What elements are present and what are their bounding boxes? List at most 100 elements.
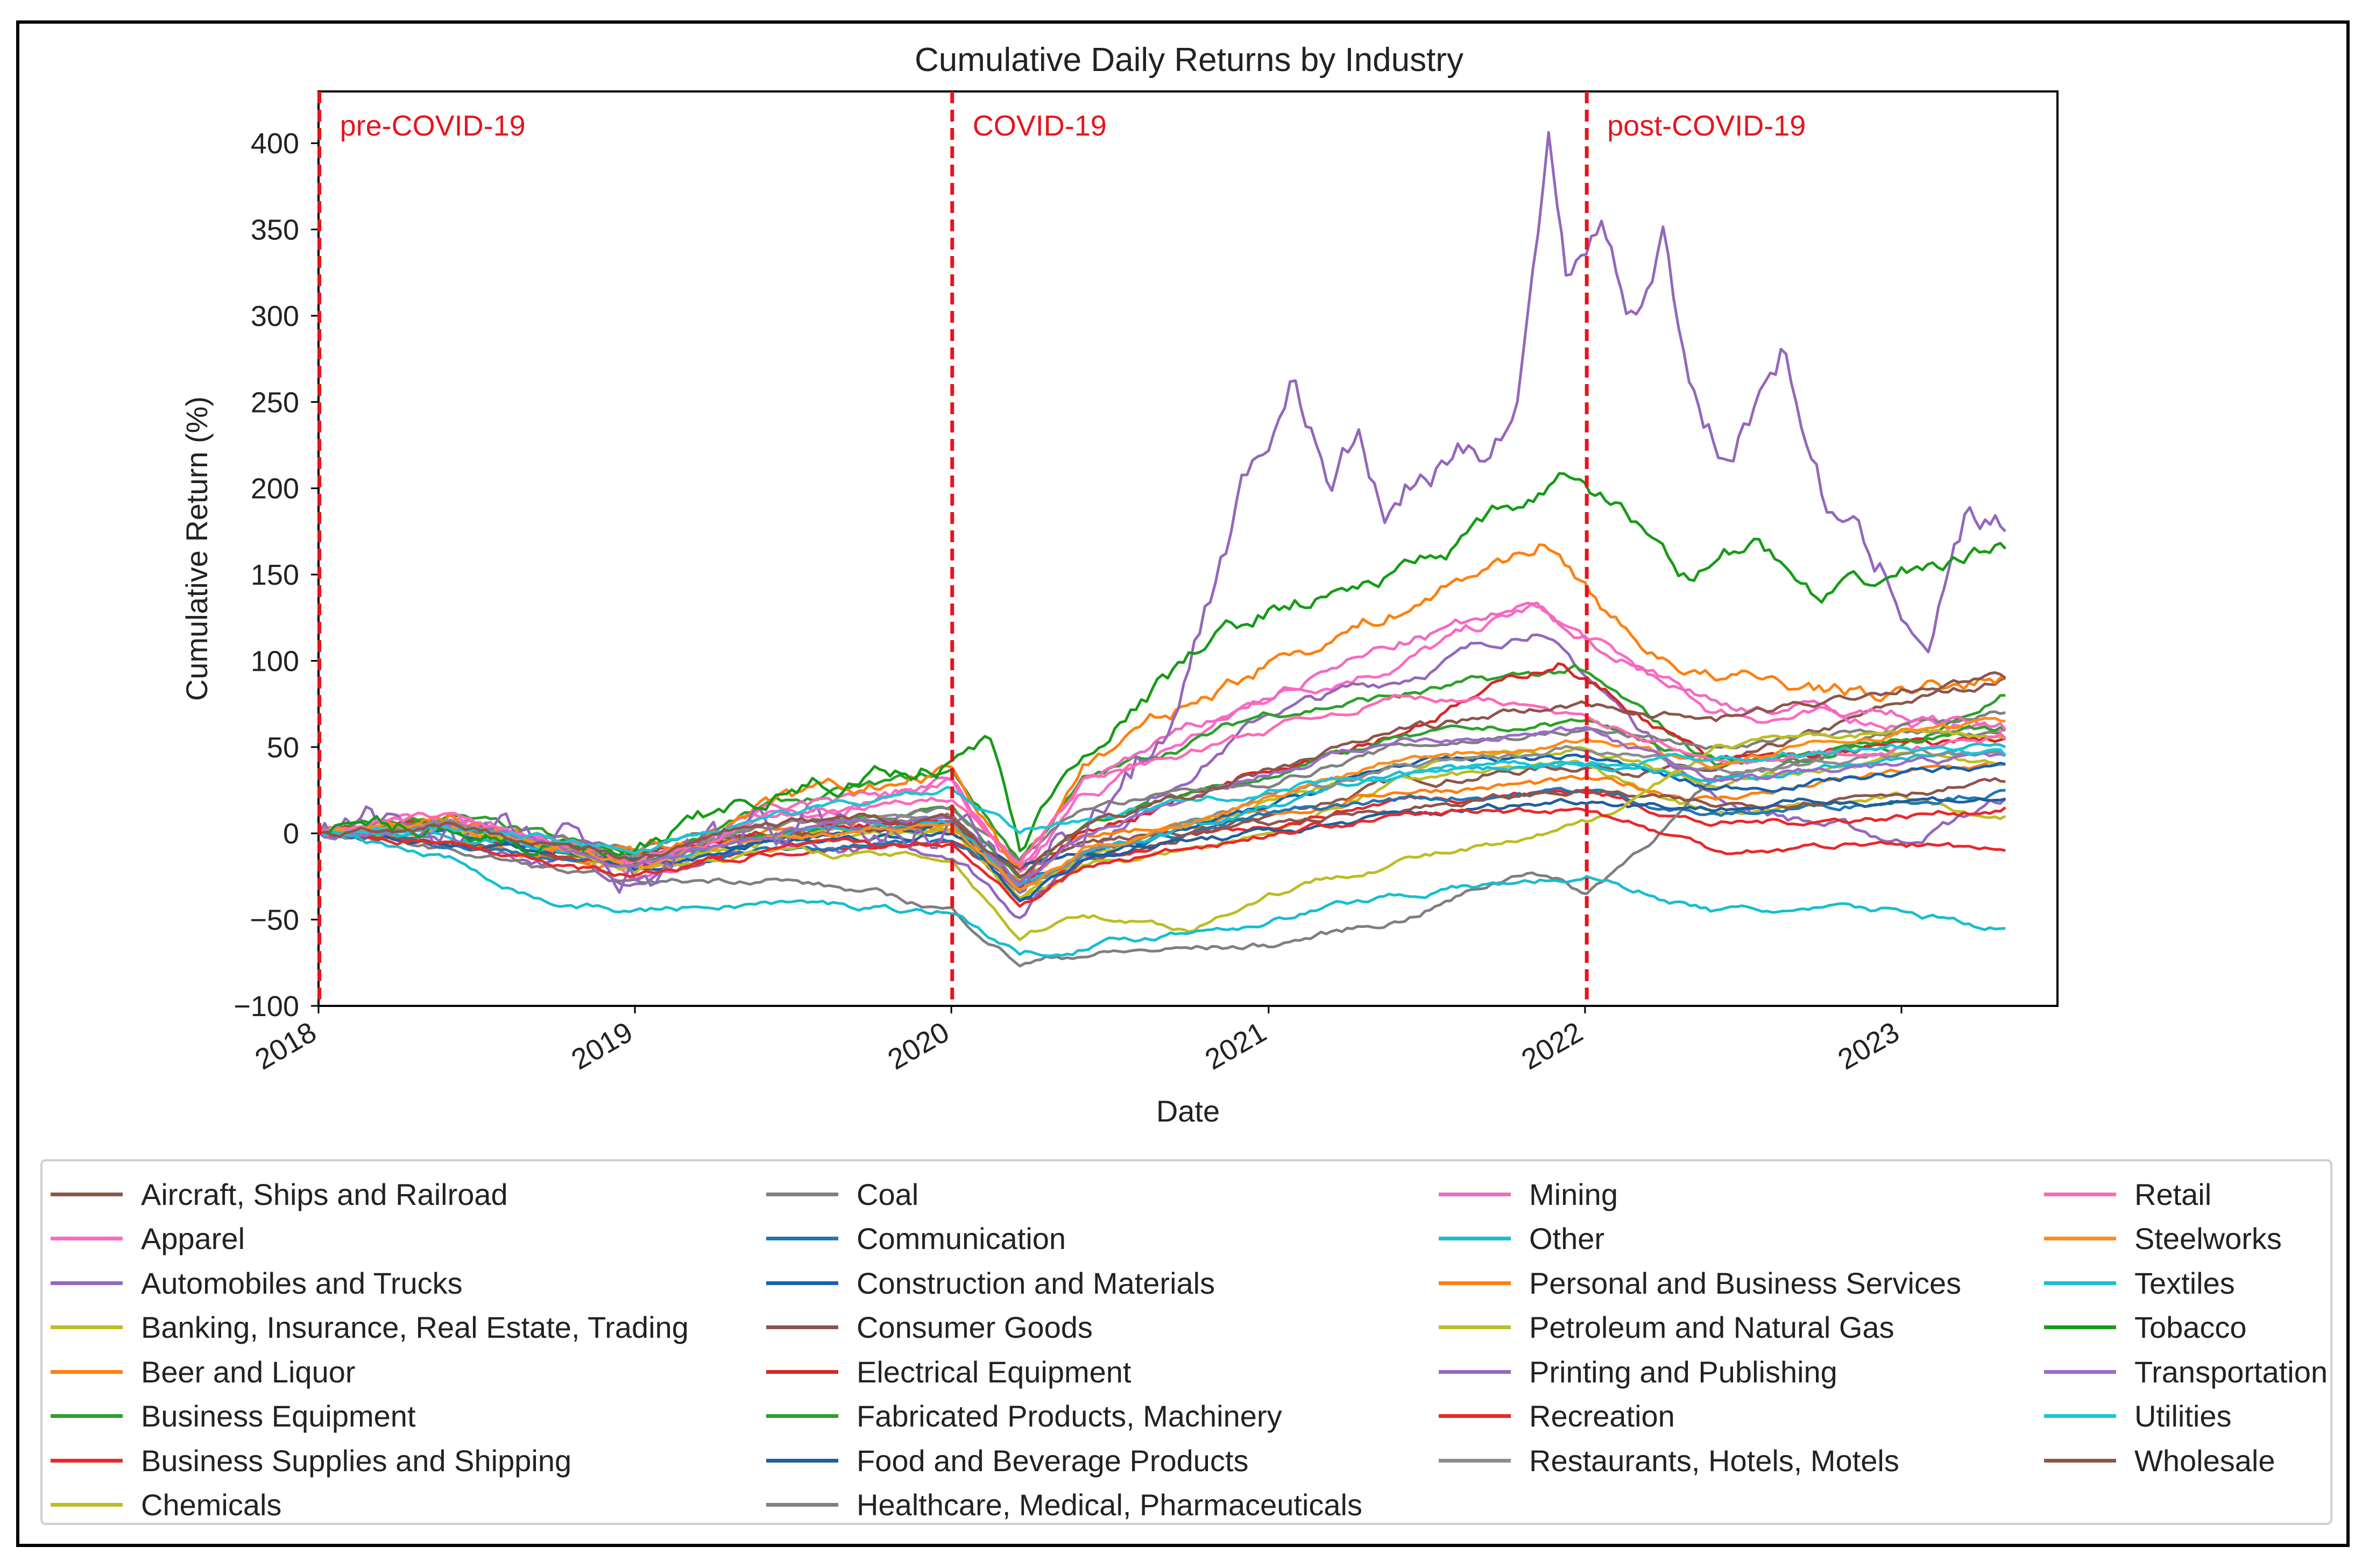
legend-label: Food and Beverage Products: [857, 1443, 1249, 1478]
legend-item: Electrical Equipment: [766, 1350, 1131, 1394]
legend-item: Textiles: [2044, 1261, 2235, 1305]
series-line: [319, 761, 2006, 883]
legend-item: Mining: [1439, 1172, 1618, 1216]
legend: Aircraft, Ships and Railroad Apparel Autom…: [40, 1159, 2332, 1525]
legend-item: Printing and Publishing: [1439, 1350, 1837, 1394]
legend-item: Retail: [2044, 1172, 2211, 1216]
line-chart: Cumulative Daily Returns by Industry −10…: [180, 41, 2059, 1128]
legend-label: Recreation: [1529, 1399, 1675, 1433]
legend-item: Tobacco: [2044, 1306, 2247, 1350]
legend-item: Transportation: [2044, 1350, 2328, 1394]
y-tick-label: 400: [251, 127, 299, 160]
legend-item: Business Equipment: [51, 1394, 416, 1438]
legend-label: Beer and Liquor: [141, 1354, 356, 1389]
annotation-label: post-COVID-19: [1607, 110, 1806, 142]
legend-label: Printing and Publishing: [1529, 1354, 1837, 1389]
legend-swatch: [766, 1237, 838, 1240]
legend-item: Business Supplies and Shipping: [51, 1438, 571, 1482]
series-line: [319, 633, 2006, 919]
annotations: pre-COVID-19 COVID-19 post-COVID-19: [317, 91, 1806, 1006]
legend-label: Fabricated Products, Machinery: [857, 1399, 1282, 1433]
legend-label: Construction and Materials: [857, 1266, 1215, 1300]
legend-swatch: [766, 1325, 838, 1329]
legend-item: Food and Beverage Products: [766, 1438, 1248, 1482]
legend-swatch: [1439, 1281, 1511, 1285]
legend-item: Chemicals: [51, 1483, 281, 1527]
legend-item: Consumer Goods: [766, 1306, 1093, 1350]
series-line: [319, 831, 2006, 957]
legend-swatch: [51, 1414, 123, 1418]
series-line: [319, 671, 2006, 878]
y-tick-label: 150: [251, 559, 299, 591]
legend-label: Automobiles and Trucks: [141, 1266, 463, 1300]
legend-item: Beer and Liquor: [51, 1350, 356, 1394]
legend-label: Coal: [857, 1177, 919, 1211]
legend-swatch: [766, 1458, 838, 1463]
legend-swatch: [51, 1503, 123, 1507]
x-axis: 2018 2019 2020 2021 2022 2023: [250, 1006, 1905, 1076]
legend-swatch: [2044, 1237, 2116, 1240]
series-line: [319, 743, 2007, 855]
legend-swatch: [51, 1237, 123, 1240]
y-tick-label: 100: [251, 645, 299, 677]
legend-item: Automobiles and Trucks: [51, 1261, 463, 1305]
legend-item: Personal and Business Services: [1439, 1261, 1961, 1305]
y-axis: −100 −50 0 50 100 150 200 250 300 350 400: [234, 127, 319, 1023]
series-line: [319, 601, 2007, 869]
legend-swatch: [1439, 1325, 1511, 1329]
series-line: [319, 807, 2006, 908]
x-tick-label: 2019: [566, 1016, 638, 1076]
x-tick-label: 2020: [882, 1016, 954, 1076]
legend-label: Petroleum and Natural Gas: [1529, 1310, 1894, 1344]
legend-item: Aircraft, Ships and Railroad: [51, 1172, 508, 1216]
legend-item: Apparel: [51, 1217, 245, 1261]
legend-swatch: [1439, 1370, 1511, 1374]
legend-label: Personal and Business Services: [1529, 1266, 1962, 1300]
legend-label: Restaurants, Hotels, Motels: [1529, 1443, 1899, 1478]
legend-swatch: [51, 1458, 123, 1463]
legend-swatch: [51, 1325, 123, 1329]
legend-label: Electrical Equipment: [857, 1354, 1132, 1389]
annotation-label: pre-COVID-19: [340, 110, 526, 142]
legend-label: Apparel: [141, 1222, 245, 1255]
legend-label: Textiles: [2134, 1266, 2235, 1300]
y-tick-label: −100: [234, 990, 299, 1023]
legend-swatch: [766, 1414, 838, 1418]
legend-label: Wholesale: [2134, 1443, 2275, 1478]
legend-label: Chemicals: [141, 1488, 282, 1522]
legend-item: Communication: [766, 1217, 1066, 1261]
legend-swatch: [1439, 1458, 1511, 1463]
legend-item: Wholesale: [2044, 1438, 2275, 1482]
legend-label: Utilities: [2134, 1399, 2232, 1433]
y-tick-label: 350: [251, 214, 299, 246]
x-tick-label: 2022: [1516, 1016, 1588, 1076]
y-tick-label: 300: [251, 300, 299, 332]
legend-item: Coal: [766, 1172, 918, 1216]
y-tick-label: 0: [283, 818, 299, 850]
y-tick-label: 200: [251, 473, 299, 505]
legend-label: Tobacco: [2134, 1310, 2247, 1344]
series-line: [319, 543, 2006, 867]
legend-swatch: [766, 1370, 838, 1374]
y-tick-label: 250: [251, 386, 299, 418]
legend-label: Retail: [2134, 1177, 2212, 1211]
annotation-label: COVID-19: [973, 110, 1107, 142]
legend-label: Mining: [1529, 1177, 1618, 1211]
legend-label: Banking, Insurance, Real Estate, Trading: [141, 1310, 689, 1344]
legend-item: Other: [1439, 1217, 1604, 1261]
x-tick-label: 2023: [1833, 1016, 1905, 1076]
legend-swatch: [766, 1281, 838, 1285]
figure-frame: [16, 20, 2350, 1547]
legend-item: Utilities: [2044, 1394, 2231, 1438]
x-tick-label: 2021: [1200, 1016, 1272, 1076]
legend-item: Restaurants, Hotels, Motels: [1439, 1438, 1899, 1482]
legend-swatch: [2044, 1370, 2116, 1374]
legend-label: Healthcare, Medical, Pharmaceuticals: [857, 1488, 1362, 1522]
y-tick-label: 50: [267, 732, 299, 764]
legend-item: Banking, Insurance, Real Estate, Trading: [51, 1306, 689, 1350]
legend-item: Petroleum and Natural Gas: [1439, 1306, 1894, 1350]
legend-swatch: [51, 1281, 123, 1285]
legend-label: Transportation: [2134, 1354, 2328, 1389]
legend-swatch: [2044, 1325, 2116, 1329]
legend-swatch: [51, 1192, 123, 1196]
